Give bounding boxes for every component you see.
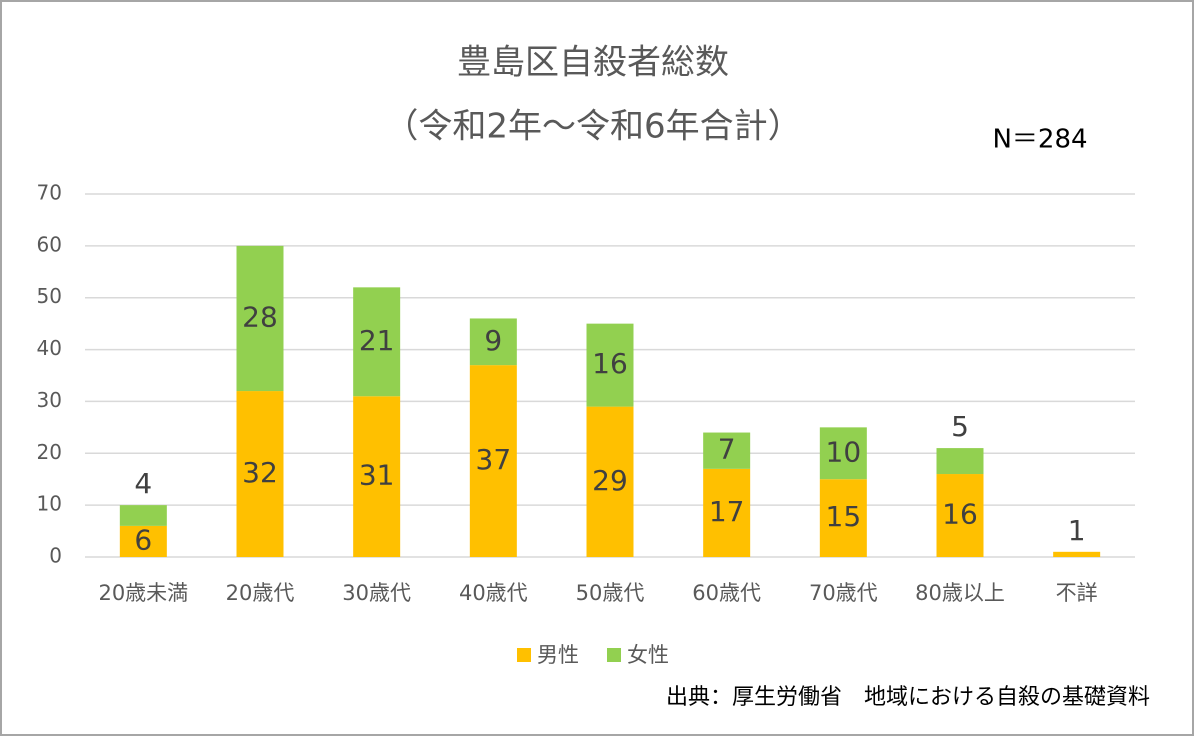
value-label: 6 bbox=[134, 523, 152, 556]
value-label: 5 bbox=[951, 410, 969, 443]
bar-segment bbox=[819, 479, 867, 557]
value-label: 4 bbox=[134, 467, 152, 500]
bar-segment bbox=[236, 391, 284, 557]
legend-label: 女性 bbox=[627, 643, 669, 667]
bar-segment bbox=[236, 245, 284, 392]
bar-segment bbox=[119, 525, 167, 557]
value-label: 31 bbox=[359, 459, 395, 492]
y-tick-label: 0 bbox=[49, 544, 62, 568]
annotation: N＝284 bbox=[992, 125, 1087, 155]
value-label: 17 bbox=[709, 495, 745, 528]
y-tick-label: 20 bbox=[37, 440, 62, 464]
legend-swatch bbox=[607, 648, 621, 662]
bar-segment bbox=[119, 505, 167, 526]
source: 出典：厚生労働省 地域における自殺の基礎資料 bbox=[666, 685, 1150, 710]
bar-segment bbox=[586, 323, 634, 407]
y-tick-label: 40 bbox=[37, 336, 62, 360]
chart-subtitle: （令和2年～令和6年合計） bbox=[384, 107, 801, 147]
y-tick-label: 60 bbox=[37, 232, 62, 256]
x-tick-label: 50歳代 bbox=[576, 581, 645, 605]
bar-segment bbox=[469, 318, 517, 366]
chart-title: 豊島区自殺者総数 bbox=[457, 43, 729, 83]
value-label: 10 bbox=[826, 435, 862, 468]
bar-segment bbox=[703, 432, 751, 469]
value-label: 21 bbox=[359, 324, 395, 357]
y-tick-label: 50 bbox=[37, 284, 62, 308]
value-label: 7 bbox=[718, 433, 736, 466]
bar-segment bbox=[353, 287, 401, 397]
x-tick-label: 40歳代 bbox=[459, 581, 528, 605]
x-tick-label: 不詳 bbox=[1056, 581, 1098, 605]
value-label: 16 bbox=[592, 347, 628, 380]
value-label: 28 bbox=[242, 300, 278, 333]
value-label: 1 bbox=[1068, 514, 1086, 547]
value-label: 37 bbox=[476, 443, 512, 476]
bar-segment bbox=[586, 406, 634, 557]
x-tick-label: 20歳代 bbox=[226, 581, 295, 605]
bar-segment bbox=[936, 474, 984, 557]
value-label: 32 bbox=[242, 456, 278, 489]
value-label: 16 bbox=[942, 498, 978, 531]
bar-segment bbox=[703, 468, 751, 557]
x-tick-label: 60歳代 bbox=[692, 581, 761, 605]
x-tick-label: 70歳代 bbox=[809, 581, 878, 605]
value-label: 29 bbox=[592, 464, 628, 497]
value-label: 9 bbox=[484, 324, 502, 357]
bar-segment bbox=[1053, 551, 1101, 557]
value-label: 15 bbox=[826, 500, 862, 533]
y-tick-label: 70 bbox=[37, 181, 62, 205]
y-tick-label: 30 bbox=[37, 388, 62, 412]
x-tick-label: 20歳未満 bbox=[98, 581, 188, 605]
legend-label: 男性 bbox=[537, 643, 579, 667]
x-tick-label: 80歳以上 bbox=[915, 581, 1005, 605]
bar-segment bbox=[819, 427, 867, 480]
y-tick-label: 10 bbox=[37, 492, 62, 516]
bar-segment bbox=[469, 365, 517, 557]
bar-segment bbox=[353, 396, 401, 557]
bar-segment bbox=[936, 448, 984, 475]
x-tick-label: 30歳代 bbox=[342, 581, 411, 605]
legend-swatch bbox=[517, 648, 531, 662]
